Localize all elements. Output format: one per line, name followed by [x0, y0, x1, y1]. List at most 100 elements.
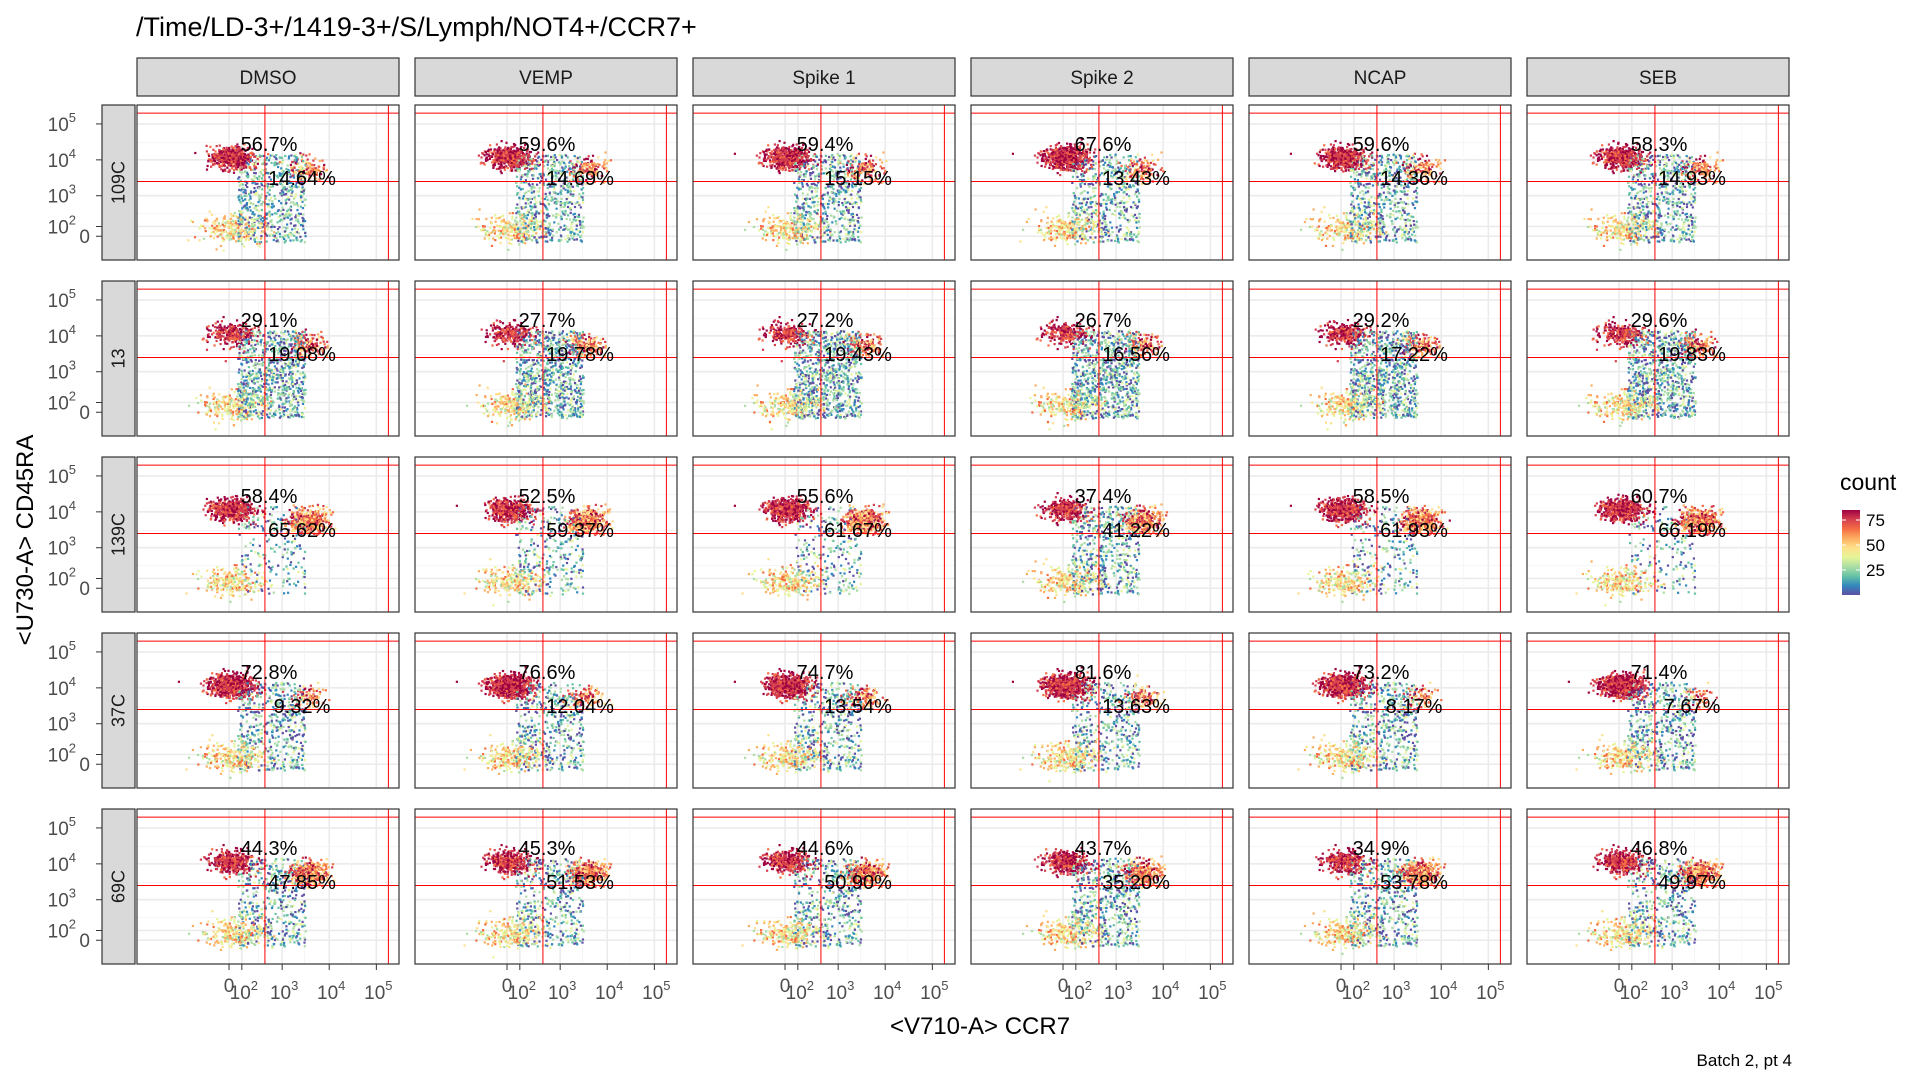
density-point	[490, 232, 492, 234]
density-point	[526, 217, 528, 219]
density-point	[534, 206, 536, 208]
density-point	[533, 187, 535, 189]
density-point	[233, 225, 235, 227]
density-point	[242, 159, 244, 161]
density-point	[256, 209, 258, 211]
density-point	[216, 157, 218, 159]
density-point	[507, 161, 509, 163]
density-point	[243, 191, 245, 193]
density-point	[545, 236, 547, 238]
density-point	[247, 175, 249, 177]
density-point	[294, 231, 296, 233]
density-point	[530, 209, 532, 211]
density-point	[536, 160, 538, 162]
density-point	[304, 220, 306, 222]
density-point	[554, 163, 556, 165]
density-point	[816, 168, 818, 170]
density-point	[222, 170, 224, 172]
density-point	[579, 156, 581, 158]
density-point	[587, 163, 589, 165]
density-point	[558, 161, 560, 163]
density-point	[475, 226, 477, 228]
density-point	[499, 242, 501, 244]
density-point	[300, 213, 302, 215]
density-point	[268, 194, 270, 196]
density-point	[275, 237, 277, 239]
density-point	[606, 162, 608, 164]
density-point	[524, 242, 526, 244]
density-point	[305, 155, 307, 157]
density-point	[260, 231, 262, 233]
density-point	[527, 164, 529, 166]
density-point	[507, 249, 509, 251]
density-point	[300, 195, 302, 197]
density-point	[488, 155, 490, 157]
density-point	[555, 203, 557, 205]
density-point	[785, 169, 787, 171]
density-point	[576, 161, 578, 163]
density-point	[513, 166, 515, 168]
density-point	[536, 220, 538, 222]
density-point	[525, 165, 527, 167]
density-point	[558, 240, 560, 242]
density-point	[257, 163, 259, 165]
density-point	[248, 225, 250, 227]
density-point	[568, 228, 570, 230]
density-point	[500, 237, 502, 239]
density-point	[259, 245, 261, 247]
density-point	[287, 196, 289, 198]
density-point	[239, 185, 241, 187]
density-point	[509, 224, 511, 226]
density-point	[561, 218, 563, 220]
density-point	[229, 152, 231, 154]
density-point	[221, 232, 223, 234]
density-point	[543, 236, 545, 238]
density-point	[556, 159, 558, 161]
density-point	[562, 202, 564, 204]
density-point	[241, 172, 243, 174]
density-point	[253, 220, 255, 222]
density-point	[498, 163, 500, 165]
density-point	[561, 156, 563, 158]
density-point	[249, 195, 251, 197]
density-point	[566, 201, 568, 203]
density-point	[302, 213, 304, 215]
density-point	[489, 158, 491, 160]
density-point	[314, 157, 316, 159]
density-point	[532, 174, 534, 176]
density-point	[583, 217, 585, 219]
density-point	[512, 146, 514, 148]
density-point	[478, 218, 480, 220]
density-point	[299, 236, 301, 238]
density-point	[261, 193, 263, 195]
density-point	[291, 228, 293, 230]
density-point	[242, 187, 244, 189]
density-point	[291, 234, 293, 236]
density-point	[256, 218, 258, 220]
density-point	[266, 218, 268, 220]
density-point	[244, 231, 246, 233]
density-point	[576, 216, 578, 218]
density-point	[567, 191, 569, 193]
density-point	[255, 161, 257, 163]
density-point	[228, 164, 230, 166]
density-point	[486, 234, 488, 236]
density-point	[237, 166, 239, 168]
density-point	[253, 187, 255, 189]
density-point	[798, 168, 800, 170]
density-point	[217, 153, 219, 155]
density-point	[252, 163, 254, 165]
density-point	[581, 196, 583, 198]
density-point	[278, 200, 280, 202]
density-point	[485, 218, 487, 220]
density-point	[235, 222, 237, 224]
density-point	[835, 195, 837, 197]
density-point	[232, 235, 234, 237]
density-point	[244, 171, 246, 173]
density-point	[302, 225, 304, 227]
density-point	[499, 166, 501, 168]
density-point	[523, 220, 525, 222]
density-point	[812, 199, 814, 201]
density-point	[209, 159, 211, 161]
density-point	[548, 203, 550, 205]
